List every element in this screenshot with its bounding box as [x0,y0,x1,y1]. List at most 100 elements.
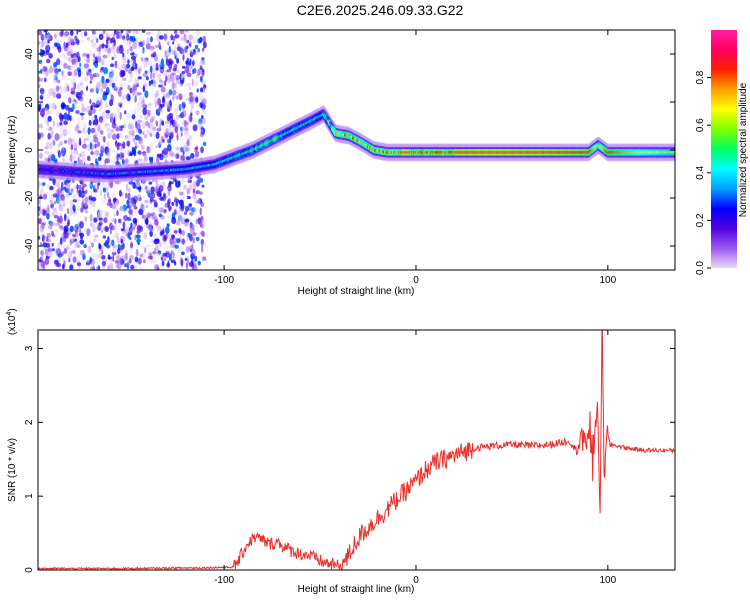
heatmap-cell [145,186,148,190]
heatmap-cell [126,49,130,55]
heatmap-cell [55,223,61,227]
heatmap-cell [115,199,119,204]
heatmap-cell [147,255,153,260]
heatmap-cell [76,51,80,59]
heatmap-cell [145,190,151,194]
heatmap-cell [50,202,54,209]
top-y-ticks: -40 -20 0 20 40 [24,48,675,253]
heatmap-cell [83,203,89,207]
heatmap-cell [106,47,112,54]
heatmap-cell [63,248,68,255]
heatmap-cell [76,123,80,129]
heatmap-cell [135,125,139,133]
heatmap-cell [193,181,197,189]
heatmap-cell [46,32,51,39]
heatmap-cell [89,214,93,222]
heatmap-cell [40,34,45,41]
heatmap-cell [111,133,117,141]
heatmap-cell [186,156,191,161]
heatmap-cell [99,103,104,111]
heatmap-cell [127,123,132,130]
heatmap-cell [70,87,76,95]
heatmap-cell [129,35,134,42]
heatmap-cell [164,128,169,136]
heatmap-cell [149,197,154,203]
heatmap-cell [40,100,44,106]
heatmap-cell [91,66,95,72]
heatmap-cell [59,141,63,146]
heatmap-cell [121,57,127,64]
heatmap-cell [109,78,114,84]
heatmap-cell [150,118,153,124]
heatmap-cell [202,242,207,247]
heatmap-cell [126,261,131,266]
heatmap-cell [171,81,175,90]
heatmap-cell [79,81,84,89]
heatmap-cell [106,32,110,38]
heatmap-cell [42,193,48,200]
heatmap-cell [195,96,199,103]
heatmap-cell [119,217,123,224]
heatmap-cell [128,215,131,220]
heatmap-cell [192,96,196,102]
heatmap-cell [180,131,183,137]
heatmap-cell [201,244,204,253]
heatmap-cell [157,31,162,36]
x-tick-label: 100 [600,275,617,286]
heatmap-cell [81,106,85,112]
heatmap-cell [134,106,139,113]
heatmap-cell [194,146,198,151]
heatmap-cell [198,231,201,237]
heatmap-cell [49,35,53,42]
heatmap-cell [84,128,87,136]
heatmap-cell [201,47,205,52]
heatmap-cell [60,194,65,201]
heatmap-cell [201,57,205,61]
heatmap-cell [133,109,136,115]
heatmap-cell [165,124,169,129]
heatmap-cell [195,150,200,158]
heatmap-cell [48,220,52,225]
heatmap-cell [47,134,53,140]
heatmap-cell [46,92,51,100]
heatmap-cell [90,220,95,229]
heatmap-cell [106,113,111,120]
heatmap-cell [48,53,53,59]
heatmap-cell [189,221,193,229]
heatmap-cell [131,114,136,120]
heatmap-cell [56,123,61,129]
heatmap-cell [119,131,123,137]
heatmap-cell [114,260,120,264]
heatmap-cell [89,88,94,93]
y-tick-label: -40 [24,238,35,253]
heatmap-cell [141,99,145,108]
heatmap-cell [112,245,115,251]
heatmap-cell [199,87,204,93]
heatmap-cell [39,87,44,94]
heatmap-cell [111,56,114,61]
heatmap-cell [98,116,104,123]
heatmap-cell [103,54,108,61]
heatmap-cell [195,222,199,228]
heatmap-cell [94,150,100,156]
heatmap-cell [159,196,164,201]
heatmap-cell [56,79,61,84]
heatmap-cell [176,148,180,155]
heatmap-cell [40,110,45,117]
heatmap-cell [195,190,200,195]
heatmap-cell [199,131,204,138]
heatmap-cell [126,140,131,147]
heatmap-cell [94,62,99,68]
heatmap-cell [199,220,203,228]
heatmap-cell [133,77,137,82]
heatmap-cell [89,190,93,198]
heatmap-cell [74,236,80,244]
heatmap-cell [65,104,70,111]
heatmap-cell [186,139,190,147]
heatmap-cell [115,76,118,81]
heatmap-cell [99,121,102,128]
heatmap-cell [154,100,158,108]
heatmap-cell [52,74,55,79]
heatmap-cell [109,181,114,189]
heatmap-cell [68,97,72,104]
